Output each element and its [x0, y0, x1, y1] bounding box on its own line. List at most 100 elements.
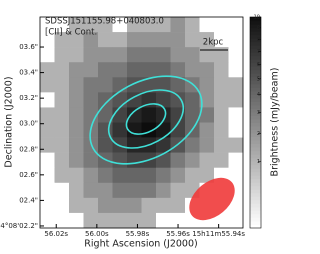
image	[40, 17, 244, 229]
plot-frame	[39, 16, 244, 229]
pixel	[40, 212, 55, 229]
pixel	[214, 47, 229, 63]
pixel	[112, 62, 128, 78]
pixel	[170, 62, 186, 78]
pixel	[156, 47, 171, 63]
pixel	[54, 137, 70, 153]
pixel	[40, 137, 55, 153]
pixel	[156, 152, 171, 169]
colorbar-step	[250, 185, 261, 190]
colorbar-step	[250, 157, 261, 162]
pixel	[127, 197, 142, 214]
pixel	[199, 77, 215, 93]
pixel	[214, 17, 229, 33]
colorbar-step	[250, 203, 261, 208]
pixel	[185, 92, 200, 108]
pixel	[83, 92, 99, 108]
colorbar: 1 2 3 4 5 6 7 8 9 10	[249, 15, 262, 229]
pixel	[141, 197, 157, 214]
pixel	[141, 107, 157, 123]
pixel	[69, 182, 84, 199]
pixel	[199, 122, 215, 138]
pixel	[83, 212, 99, 229]
pixel	[40, 62, 55, 78]
colorbar-tick-label: 7	[257, 49, 260, 55]
pixel	[69, 167, 84, 184]
pixel	[98, 197, 113, 214]
x-tick-label: 56.02s	[44, 230, 68, 238]
pixel	[127, 137, 142, 153]
pixel	[54, 212, 70, 229]
colorbar-step	[250, 94, 261, 99]
pixel	[112, 47, 128, 63]
colorbar-step	[250, 199, 261, 204]
pixel	[228, 212, 244, 229]
pixel	[127, 107, 142, 123]
pixel	[112, 167, 128, 184]
pixel	[69, 212, 84, 229]
colorbar-step	[250, 31, 261, 36]
colorbar-step	[250, 52, 261, 57]
pixel	[214, 137, 229, 153]
pixel	[127, 182, 142, 199]
colorbar-tick-label: 9	[257, 25, 260, 31]
pixel	[156, 17, 171, 33]
pixel	[112, 32, 128, 48]
pixel	[69, 77, 84, 93]
pixel	[228, 92, 244, 108]
pixel	[141, 212, 157, 229]
colorbar-step	[250, 189, 261, 194]
pixel	[40, 17, 55, 33]
colorbar-step	[250, 24, 261, 29]
colorbar-tick-label: 2	[257, 131, 260, 137]
contour	[125, 103, 167, 135]
pixel	[98, 167, 113, 184]
colorbar-step	[250, 118, 261, 123]
pixel	[83, 197, 99, 214]
pixel	[214, 107, 229, 123]
colorbar-tick-label: 8	[257, 37, 260, 43]
pixel	[69, 122, 84, 138]
pixel	[69, 62, 84, 78]
pixel	[98, 122, 113, 138]
colorbar-step	[250, 38, 261, 43]
colorbar-step	[250, 111, 261, 116]
x-tick-label: 15h11m55.94s	[192, 230, 245, 238]
x-tick-label: 55.98s	[126, 230, 150, 238]
pixel	[228, 47, 244, 63]
pixel	[156, 137, 171, 153]
pixel	[199, 17, 215, 33]
pixel	[156, 77, 171, 93]
pixel	[228, 167, 244, 184]
pixel	[170, 17, 186, 33]
pixel	[156, 212, 171, 229]
pixel	[83, 167, 99, 184]
colorbar-step	[250, 69, 261, 74]
pixel	[199, 137, 215, 153]
pixel	[199, 167, 215, 184]
pixel	[40, 197, 55, 214]
colorbar-step	[250, 192, 261, 197]
beam	[189, 177, 235, 221]
pixel	[199, 32, 215, 48]
pixel	[83, 182, 99, 199]
colorbar-frame	[249, 16, 262, 229]
pixel	[54, 152, 70, 169]
pixel	[54, 122, 70, 138]
pixel	[127, 32, 142, 48]
contours	[89, 75, 203, 165]
pixel	[40, 107, 55, 123]
pixel	[185, 137, 200, 153]
pixel	[54, 17, 70, 33]
pixel	[228, 62, 244, 78]
pixel	[54, 197, 70, 214]
pixel	[127, 92, 142, 108]
colorbar-step	[250, 73, 261, 78]
pixel	[228, 17, 244, 33]
colorbar-step	[250, 90, 261, 95]
pixel	[40, 92, 55, 108]
pixel	[54, 47, 70, 63]
pixel	[69, 107, 84, 123]
colorbar-step	[250, 59, 261, 64]
y-tick-label: 02.8"	[19, 145, 38, 153]
